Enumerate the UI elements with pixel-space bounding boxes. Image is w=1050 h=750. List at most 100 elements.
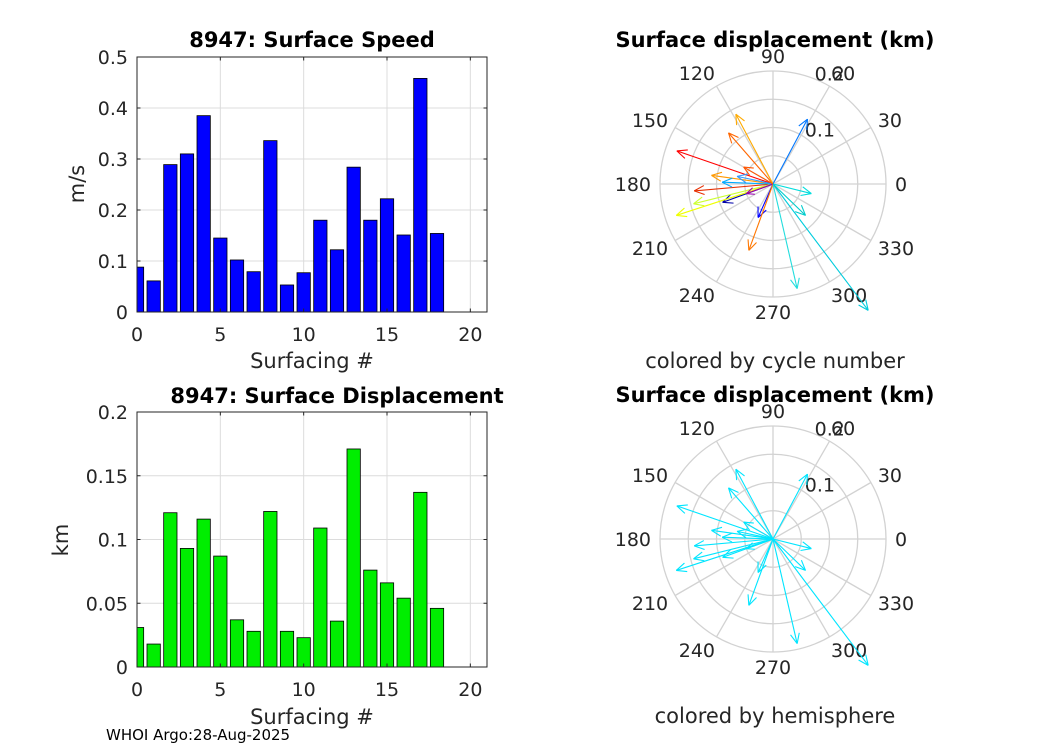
bar	[379, 582, 395, 668]
arrow-head	[722, 556, 734, 559]
polar-cycle-title: Surface displacement (km)	[615, 28, 934, 52]
bar	[163, 164, 178, 313]
bar	[313, 219, 328, 313]
displacement-arrow	[747, 538, 774, 606]
arrow-shaft	[772, 183, 812, 195]
bar	[396, 234, 411, 313]
x-tick-label: 5	[214, 324, 226, 346]
arrow-head	[693, 196, 703, 205]
polar-angle-label: 210	[632, 238, 668, 260]
bar	[246, 271, 261, 313]
arrow-head	[790, 279, 798, 289]
bar	[296, 272, 311, 313]
x-tick-label: 20	[458, 679, 482, 701]
bar	[346, 166, 361, 313]
arrow-shaft	[676, 538, 774, 571]
arrow-head	[743, 166, 751, 176]
x-tick-label: 15	[375, 679, 399, 701]
arrow-head	[736, 530, 747, 539]
arrow-shaft	[694, 538, 774, 547]
arrow-shaft	[728, 132, 774, 185]
bar	[229, 619, 245, 668]
bar	[379, 198, 395, 313]
arrow-shaft	[743, 166, 774, 185]
bar	[396, 597, 411, 668]
polar-hemisphere-title: Surface displacement (km)	[615, 383, 934, 407]
arrow-head	[806, 119, 809, 131]
y-tick-label: 0.1	[98, 251, 128, 273]
arrow-head	[722, 201, 734, 204]
bar	[279, 284, 295, 313]
arrow-head	[746, 193, 755, 195]
arrow-shaft	[676, 183, 774, 216]
y-tick-label: 0.3	[98, 149, 128, 171]
displacement-arrow	[693, 538, 774, 551]
bar	[163, 512, 178, 668]
polar-angle-label: 0	[895, 529, 907, 551]
displacement-arrow	[736, 528, 774, 540]
displacement-arrow	[675, 183, 774, 218]
arrow-head	[800, 548, 812, 552]
polar-radius-label: 0.1	[805, 474, 835, 496]
x-tick-label: 10	[292, 324, 316, 346]
polar-hemisphere-chart: 0 30 60 90 120 150 180 210 240 270 300 330 0.1 0.2 Su…	[615, 383, 935, 728]
arrow-shaft	[772, 538, 812, 550]
displacement-arrow	[772, 538, 800, 644]
x-tick-label: 20	[458, 324, 482, 346]
arrow-shaft	[772, 473, 808, 540]
x-tick-label: 5	[214, 679, 226, 701]
displacement-arrow	[746, 538, 774, 550]
displacement-arrow	[727, 132, 774, 185]
arrow-head	[865, 299, 869, 311]
arrow-head	[748, 597, 757, 606]
y-tick-label: 0.2	[98, 200, 128, 222]
polar-angle-label: 0	[895, 174, 907, 196]
arrow-head	[711, 174, 722, 182]
arrow-head	[676, 505, 686, 514]
arrow-shaft	[693, 538, 774, 560]
speed-chart-ylabel: m/s	[65, 165, 89, 203]
displacement-arrow	[747, 183, 774, 251]
arrow-shaft	[743, 521, 774, 540]
x-tick-label: 0	[131, 679, 143, 701]
bar	[146, 643, 161, 668]
arrow-shaft	[735, 468, 774, 540]
arrow-shaft	[722, 536, 774, 540]
arrow-head	[735, 468, 745, 477]
arrow-shaft	[772, 183, 869, 311]
polar-angle-label: 150	[632, 110, 668, 132]
arrow-head	[721, 177, 733, 183]
polar-angle-label: 30	[878, 465, 902, 487]
bar-chart-plot-area: 0 5 10 15 20 0 0.1 0.2 0.3 0.4 0.5	[98, 47, 488, 346]
arrow-head	[693, 551, 703, 560]
bar	[363, 569, 378, 668]
bar	[213, 237, 228, 313]
arrow-head	[796, 277, 800, 289]
polar-radius-label: 0.2	[815, 419, 845, 441]
x-tick-label: 15	[375, 324, 399, 346]
polar-angle-label: 300	[831, 640, 867, 662]
displacement-arrow	[772, 473, 809, 540]
bar	[296, 637, 311, 668]
displacement-arrow	[772, 538, 807, 571]
polar-angle-label: 90	[761, 401, 785, 423]
bar	[196, 518, 211, 668]
polar-radius-label: 0.1	[805, 119, 835, 141]
arrow-shaft	[728, 487, 774, 540]
bar	[263, 140, 278, 313]
polar-angle-label: 60	[831, 418, 855, 440]
displacement-arrow	[735, 113, 774, 185]
arrow-shaft	[772, 183, 798, 289]
y-tick-label: 0.5	[98, 47, 128, 69]
polar-angle-label: 330	[878, 593, 914, 615]
arrow-shaft	[772, 183, 806, 216]
arrow-head	[746, 548, 755, 550]
displacement-arrow	[746, 183, 774, 195]
polar-angle-label: 270	[755, 657, 791, 679]
y-tick-label: 0.05	[86, 593, 128, 615]
speed-bar-chart: 0 5 10 15 20 0 0.1 0.2 0.3 0.4 0.5 8947: Surface S…	[65, 28, 488, 373]
arrow-head	[798, 473, 808, 482]
bar	[146, 280, 161, 313]
polar-angle-label: 30	[878, 110, 902, 132]
displacement-arrow	[736, 173, 774, 185]
